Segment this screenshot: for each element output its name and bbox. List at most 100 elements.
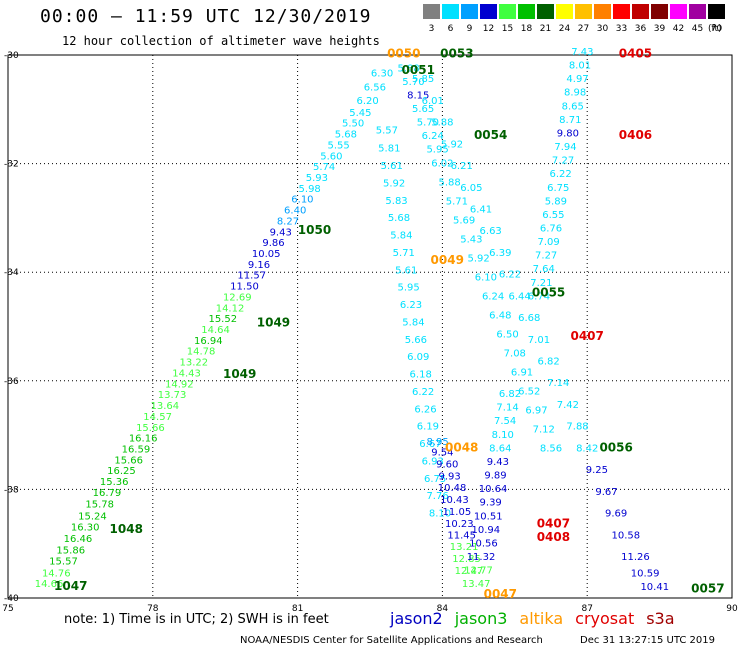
legend-swatch — [461, 4, 478, 19]
swh-value: 14.76 — [42, 568, 71, 579]
x-tick-label: 78 — [147, 604, 159, 614]
swh-value: 15.66 — [114, 455, 143, 466]
swh-value: 7.64 — [533, 264, 555, 275]
swh-value: 14.92 — [165, 379, 194, 390]
x-tick-label: 75 — [2, 604, 13, 614]
pass-time-label: 0047 — [484, 587, 517, 601]
swh-value: 10.41 — [640, 582, 669, 593]
legend-swatch — [442, 4, 459, 19]
swh-value: 9.43 — [270, 227, 292, 238]
swh-value: 6.10 — [475, 272, 497, 283]
swh-value: 14.64 — [201, 325, 230, 336]
pass-time-label: 0057 — [691, 582, 724, 596]
swh-value: 5.84 — [402, 317, 424, 328]
swh-value: 5.57 — [376, 126, 398, 137]
swh-value: 6.48 — [489, 310, 511, 321]
y-tick-label: -30 — [4, 51, 19, 61]
swh-value: 11.32 — [467, 552, 496, 563]
swh-value: 6.67 — [419, 439, 441, 450]
swh-value: 11.57 — [237, 271, 266, 282]
swh-value: 8.15 — [407, 90, 429, 101]
satellite-name: s3a — [646, 609, 675, 628]
legend-swatch — [594, 4, 611, 19]
swh-value: 13.73 — [158, 390, 187, 401]
pass-time-label: 1047 — [54, 579, 87, 593]
swh-value: 16.30 — [71, 523, 100, 534]
satellite-name: jason3 — [454, 609, 508, 628]
plot-frame — [7, 54, 733, 599]
legend-swatch-label: 18 — [520, 24, 533, 34]
legend-swatch-label: 15 — [501, 24, 514, 34]
legend-swatch-label: 3 — [428, 24, 435, 34]
pass-time-label: 0051 — [402, 63, 435, 77]
pass-time-label: 0405 — [619, 47, 652, 61]
pass-time-label: 0053 — [440, 47, 473, 61]
swh-value: 7.09 — [537, 237, 559, 248]
swh-value: 9.54 — [431, 448, 453, 459]
swh-value: 16.46 — [64, 534, 93, 545]
swh-value: 16.94 — [194, 336, 223, 347]
swh-value: 6.82 — [499, 389, 521, 400]
swh-value: 6.10 — [291, 195, 313, 206]
pass-time-label: 0055 — [532, 286, 565, 300]
x-tick-label: 90 — [726, 604, 738, 614]
swh-value: 15.36 — [100, 477, 129, 488]
pass-time-label: 0054 — [474, 128, 507, 142]
legend-swatch-label: 45 — [691, 24, 704, 34]
legend-swatch-label: 27 — [577, 24, 590, 34]
swh-value: 5.88 — [439, 177, 461, 188]
swh-value: 13.21 — [450, 542, 479, 553]
swh-value: 8.64 — [489, 443, 511, 454]
swh-value: 13.47 — [462, 579, 491, 590]
swh-value: 9.69 — [605, 509, 627, 520]
swh-value: 6.75 — [424, 474, 446, 485]
swh-value: 7.88 — [566, 422, 588, 433]
pass-time-label: 0408 — [537, 530, 570, 544]
satellite-legend: jason2 jason3 altika cryosat s3a — [390, 609, 687, 628]
legend-swatch — [670, 4, 687, 19]
swh-value: 10.51 — [474, 511, 503, 522]
legend-swatch-label: 21 — [539, 24, 552, 34]
swh-value: 11.26 — [621, 552, 650, 563]
swh-value: 7.12 — [533, 424, 555, 435]
pass-time-label: 0048 — [445, 440, 478, 454]
y-tick-label: -36 — [4, 377, 19, 387]
x-tick-label: 81 — [292, 604, 303, 614]
legend-swatch — [689, 4, 706, 19]
swh-value: 5.92 — [467, 253, 489, 264]
swh-value: 5.71 — [446, 196, 468, 207]
swh-value: 10.48 — [438, 483, 467, 494]
swh-value: 5.93 — [306, 173, 328, 184]
swh-value: 5.60 — [320, 151, 342, 162]
swh-value: 7.76 — [426, 491, 448, 502]
swh-value: 6.39 — [489, 248, 511, 259]
swh-value: 5.74 — [313, 162, 335, 173]
swh-value: 6.52 — [518, 386, 540, 397]
swh-value: 8.10 — [429, 509, 451, 520]
swh-value: 4.97 — [566, 74, 588, 85]
swh-value: 5.92 — [383, 178, 405, 189]
pass-time-label: 1049 — [257, 316, 290, 330]
swh-value: 5.70 — [402, 77, 424, 88]
legend-swatch — [499, 4, 516, 19]
swh-value: 6.91 — [511, 367, 533, 378]
swh-value: 9.43 — [487, 457, 509, 468]
swh-value: 6.02 — [431, 158, 453, 169]
swh-value: 12.69 — [223, 292, 252, 303]
swh-value: 11.50 — [230, 282, 259, 293]
chart-title: 00:00 – 11:59 UTC 12/30/2019 — [40, 6, 372, 27]
footer-credit: NOAA/NESDIS Center for Satellite Applica… — [240, 635, 543, 646]
legend-swatch-label: 36 — [634, 24, 647, 34]
swh-value: 10.43 — [440, 495, 469, 506]
swh-value: 7.27 — [552, 156, 574, 167]
legend-swatch — [518, 4, 535, 19]
pass-time-label: 0049 — [431, 253, 464, 267]
swh-value: 8.42 — [576, 443, 598, 454]
legend-swatch — [708, 4, 725, 19]
swh-value: 5.98 — [299, 184, 321, 195]
pass-time-label: 0056 — [599, 440, 632, 454]
swh-value: 6.18 — [410, 370, 432, 381]
swh-value: 7.54 — [494, 416, 516, 427]
legend-swatch-label: 30 — [596, 24, 609, 34]
